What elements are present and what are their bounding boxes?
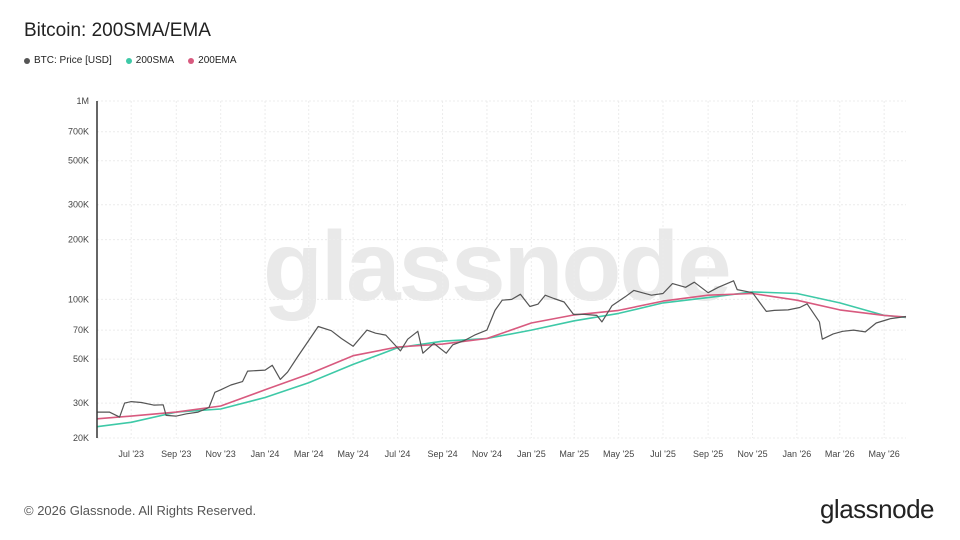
legend-dot-200ema: [188, 57, 195, 64]
copyright-text: © 2026 Glassnode. All Rights Reserved.: [24, 503, 257, 518]
legend-label-200sma: 200SMA: [135, 55, 175, 66]
x-tick-label: Jan '26: [782, 449, 811, 459]
chart-axes: 20K 30K 50K 70K 100K 200K 300K 500K 700K 1M Jul '2…: [68, 96, 900, 459]
x-tick-label: Nov '24: [472, 449, 502, 459]
y-tick-label: 500K: [68, 156, 89, 166]
legend-item-200ema[interactable]: 200EMA: [188, 55, 237, 66]
brand-logo: glassnode: [819, 494, 935, 524]
price-line: [97, 280, 907, 418]
x-tick-label: Sep '24: [427, 449, 457, 459]
chart-title: Bitcoin: 200SMA/EMA: [24, 20, 211, 41]
x-tick-label: May '24: [337, 449, 368, 459]
y-tick-label: 1M: [76, 96, 89, 106]
y-tick-label: 20K: [73, 433, 89, 443]
x-tick-label: Mar '25: [559, 449, 589, 459]
legend-item-price[interactable]: BTC: Price [USD]: [24, 55, 112, 66]
x-tick-label: May '26: [869, 449, 900, 459]
x-tick-label: May '25: [603, 449, 634, 459]
chart-legend: BTC: Price [USD] 200SMA 200EMA: [24, 55, 237, 66]
y-tick-label: 700K: [68, 127, 89, 137]
legend-label-200ema: 200EMA: [198, 55, 237, 66]
x-tick-label: Nov '23: [206, 449, 236, 459]
x-tick-label: Sep '25: [693, 449, 723, 459]
x-tick-label: Jan '24: [251, 449, 280, 459]
x-tick-label: Sep '23: [161, 449, 191, 459]
legend-dot-price: [24, 57, 30, 64]
x-tick-label: Jul '24: [385, 449, 411, 459]
ema-line: [96, 292, 907, 420]
y-tick-label: 300K: [68, 200, 89, 210]
x-tick-label: Mar '26: [825, 449, 855, 459]
chart-series: [96, 280, 907, 428]
x-tick-label: Jul '25: [650, 449, 676, 459]
y-tick-label: 70K: [73, 325, 89, 335]
y-tick-label: 200K: [68, 235, 89, 245]
y-tick-label: 30K: [73, 398, 89, 408]
x-tick-label: Nov '25: [737, 449, 767, 459]
y-tick-label: 50K: [73, 354, 89, 364]
legend-item-200sma[interactable]: 200SMA: [125, 55, 175, 66]
y-tick-label: 100K: [68, 294, 89, 304]
legend-label-price: BTC: Price [USD]: [34, 55, 112, 66]
x-tick-label: Mar '24: [294, 449, 324, 459]
x-tick-label: Jan '25: [517, 449, 546, 459]
chart-grid: [97, 100, 906, 439]
x-tick-label: Jul '23: [118, 449, 144, 459]
legend-dot-200sma: [125, 57, 132, 64]
sma-line: [96, 291, 907, 428]
